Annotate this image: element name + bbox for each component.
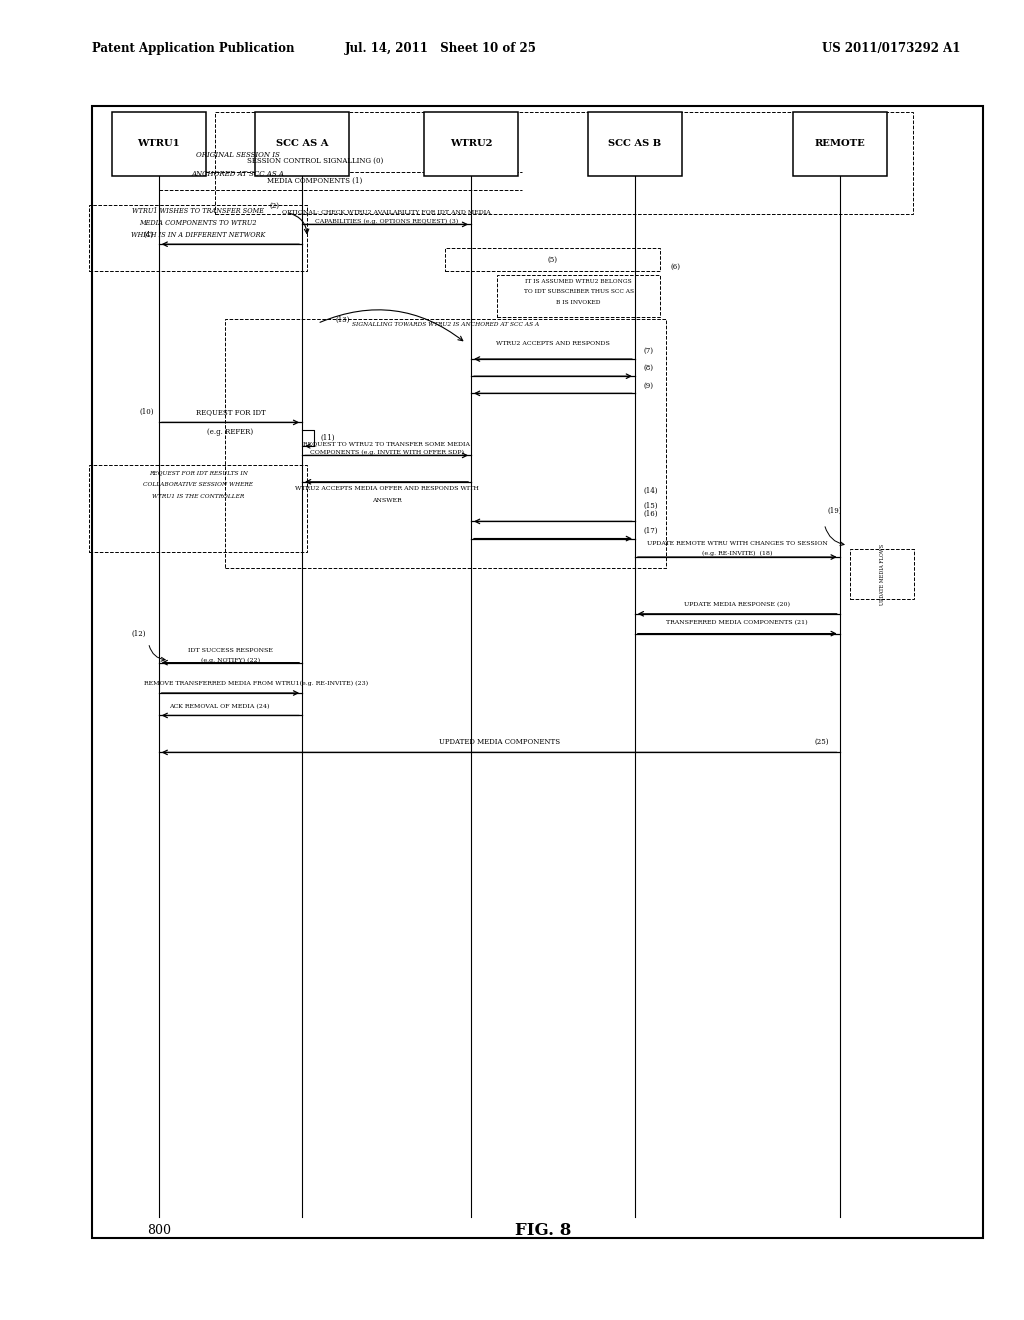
Text: REQUEST FOR IDT: REQUEST FOR IDT <box>196 408 265 416</box>
Text: (4): (4) <box>143 231 154 239</box>
Text: SCC AS B: SCC AS B <box>608 140 662 148</box>
Bar <box>793 112 887 176</box>
Text: (17): (17) <box>643 527 657 535</box>
Text: Patent Application Publication: Patent Application Publication <box>92 42 295 55</box>
Text: (e.g. NOTIFY) (22): (e.g. NOTIFY) (22) <box>201 657 260 663</box>
Text: WHICH IS IN A DIFFERENT NETWORK: WHICH IS IN A DIFFERENT NETWORK <box>131 231 265 239</box>
Bar <box>89 465 307 552</box>
Text: SESSION CONTROL SIGNALLING (0): SESSION CONTROL SIGNALLING (0) <box>247 157 383 165</box>
Text: UPDATE REMOTE WTRU WITH CHANGES TO SESSION: UPDATE REMOTE WTRU WITH CHANGES TO SESSI… <box>647 541 827 546</box>
Bar <box>112 112 206 176</box>
Text: (e.g. REFER): (e.g. REFER) <box>207 428 254 436</box>
Text: REMOVE TRANSFERRED MEDIA FROM WTRU1(e.g. RE-INVITE) (23): REMOVE TRANSFERRED MEDIA FROM WTRU1(e.g.… <box>144 681 368 686</box>
Text: FIG. 8: FIG. 8 <box>514 1222 571 1238</box>
Bar <box>215 112 913 214</box>
Text: (e.g. RE-INVITE)  (18): (e.g. RE-INVITE) (18) <box>702 550 772 556</box>
Text: (7): (7) <box>643 347 653 355</box>
Text: (16): (16) <box>643 510 657 517</box>
Text: (8): (8) <box>643 364 653 372</box>
Text: TRANSFERRED MEDIA COMPONENTS (21): TRANSFERRED MEDIA COMPONENTS (21) <box>667 620 808 626</box>
Text: (13): (13) <box>336 315 350 323</box>
Text: MEDIA COMPONENTS TO WTRU2: MEDIA COMPONENTS TO WTRU2 <box>139 219 257 227</box>
Text: (12): (12) <box>132 630 146 638</box>
Text: COLLABORATIVE SESSION WHERE: COLLABORATIVE SESSION WHERE <box>143 482 253 487</box>
Text: (25): (25) <box>815 738 829 746</box>
Text: ORIGINAL SESSION IS: ORIGINAL SESSION IS <box>196 150 280 160</box>
Text: SIGNALLING TOWARDS WTRU2 IS ANCHORED AT SCC AS A: SIGNALLING TOWARDS WTRU2 IS ANCHORED AT … <box>352 322 539 327</box>
Text: TO IDT SUBSCRIBER THUS SCC AS: TO IDT SUBSCRIBER THUS SCC AS <box>523 289 634 294</box>
Text: WTRU2 ACCEPTS AND RESPONDS: WTRU2 ACCEPTS AND RESPONDS <box>496 341 610 346</box>
Text: CAPABILITIES (e.g. OPTIONS REQUEST) (3): CAPABILITIES (e.g. OPTIONS REQUEST) (3) <box>315 219 458 224</box>
Text: WTRU1: WTRU1 <box>137 140 180 148</box>
Bar <box>255 112 349 176</box>
Text: (19): (19) <box>827 507 842 515</box>
Text: (9): (9) <box>643 381 653 389</box>
Text: UPDATED MEDIA COMPONENTS: UPDATED MEDIA COMPONENTS <box>438 738 560 746</box>
Text: REMOTE: REMOTE <box>814 140 865 148</box>
Text: REQUEST FOR IDT RESULTS IN: REQUEST FOR IDT RESULTS IN <box>148 470 248 475</box>
Text: ANCHORED AT SCC AS A: ANCHORED AT SCC AS A <box>191 169 284 178</box>
Bar <box>497 275 660 317</box>
Text: (6): (6) <box>671 263 681 271</box>
Bar <box>92 106 983 1238</box>
Text: WTRU2: WTRU2 <box>450 140 493 148</box>
Text: ANSWER: ANSWER <box>372 498 401 503</box>
Text: B IS INVOKED: B IS INVOKED <box>556 300 601 305</box>
Bar <box>850 549 914 599</box>
Text: WTRU2 ACCEPTS MEDIA OFFER AND RESPONDS WITH: WTRU2 ACCEPTS MEDIA OFFER AND RESPONDS W… <box>295 486 478 491</box>
Text: MEDIA COMPONENTS (1): MEDIA COMPONENTS (1) <box>267 177 362 185</box>
Text: ACK REMOVAL OF MEDIA (24): ACK REMOVAL OF MEDIA (24) <box>169 704 269 709</box>
Text: (10): (10) <box>139 408 154 416</box>
Text: 800: 800 <box>146 1224 171 1237</box>
Text: US 2011/0173292 A1: US 2011/0173292 A1 <box>821 42 961 55</box>
Text: (11): (11) <box>321 434 335 442</box>
Text: WTRU1 IS THE CONTROLLER: WTRU1 IS THE CONTROLLER <box>152 494 245 499</box>
Text: IT IS ASSUMED WTRU2 BELONGS: IT IS ASSUMED WTRU2 BELONGS <box>525 279 632 284</box>
Bar <box>89 205 307 271</box>
Text: (2): (2) <box>269 202 280 210</box>
Text: UPDATE MEDIA RESPONSE (20): UPDATE MEDIA RESPONSE (20) <box>684 602 791 607</box>
Bar <box>445 248 660 271</box>
Bar <box>588 112 682 176</box>
Bar <box>225 319 666 568</box>
Text: COMPONENTS (e.g. INVITE WITH OFFER SDP): COMPONENTS (e.g. INVITE WITH OFFER SDP) <box>309 450 464 455</box>
Text: WTRU1 WISHES TO TRANSFER SOME: WTRU1 WISHES TO TRANSFER SOME <box>132 207 264 215</box>
Text: IDT SUCCESS RESPONSE: IDT SUCCESS RESPONSE <box>188 648 272 653</box>
Text: SCC AS A: SCC AS A <box>275 140 329 148</box>
Text: Jul. 14, 2011   Sheet 10 of 25: Jul. 14, 2011 Sheet 10 of 25 <box>344 42 537 55</box>
Text: OPTIONAL: CHECK WTRU2 AVAILABILITY FOR IDT AND MEDIA: OPTIONAL: CHECK WTRU2 AVAILABILITY FOR I… <box>283 210 490 215</box>
Text: REQUEST TO WTRU2 TO TRANSFER SOME MEDIA: REQUEST TO WTRU2 TO TRANSFER SOME MEDIA <box>303 441 470 446</box>
Text: (15): (15) <box>643 502 657 510</box>
Text: UPDATE MEDIA FLOWS: UPDATE MEDIA FLOWS <box>880 544 885 605</box>
Text: (14): (14) <box>643 487 657 495</box>
Bar <box>424 112 518 176</box>
Text: (5): (5) <box>548 255 558 264</box>
